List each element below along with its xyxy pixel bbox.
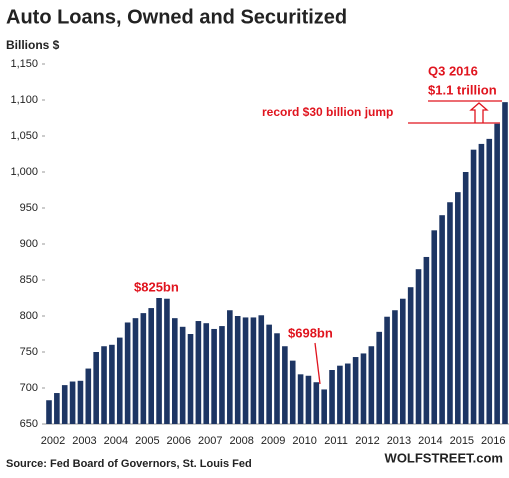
bar bbox=[46, 400, 52, 424]
bar bbox=[399, 298, 406, 424]
y-tick-label: 900 bbox=[20, 238, 38, 250]
annotation: $698bn bbox=[288, 325, 333, 340]
bar bbox=[415, 269, 422, 424]
bar bbox=[423, 256, 430, 424]
bar bbox=[486, 138, 493, 424]
annotation-arrow bbox=[469, 102, 489, 123]
bar bbox=[321, 389, 327, 424]
bar bbox=[195, 321, 202, 424]
x-tick-label: 2004 bbox=[104, 435, 128, 447]
bar bbox=[384, 316, 390, 424]
annotation-line bbox=[314, 342, 321, 385]
bar bbox=[211, 328, 217, 424]
bar bbox=[234, 316, 241, 424]
x-tick-label: 2006 bbox=[167, 435, 191, 447]
x-tick-label: 2003 bbox=[72, 435, 96, 447]
x-tick-label: 2013 bbox=[387, 435, 411, 447]
annotation: $1.1 trillion bbox=[428, 82, 497, 97]
bar bbox=[352, 357, 359, 424]
annotation: $825bn bbox=[134, 279, 179, 294]
bar bbox=[274, 333, 280, 424]
x-tick-label: 2008 bbox=[229, 435, 253, 447]
bar bbox=[69, 381, 76, 424]
credit: WOLFSTREET.com bbox=[385, 450, 503, 465]
bar bbox=[77, 380, 84, 424]
bar bbox=[462, 172, 469, 424]
x-tick-label: 2002 bbox=[41, 435, 65, 447]
bar bbox=[360, 353, 367, 424]
bar bbox=[344, 363, 351, 424]
bar bbox=[124, 322, 131, 424]
bar bbox=[407, 287, 414, 424]
bar bbox=[266, 324, 272, 424]
bar bbox=[392, 310, 398, 424]
source: Source: Fed Board of Governors, St. Loui… bbox=[6, 458, 252, 470]
bar bbox=[494, 123, 500, 424]
y-tick-label: 1,000 bbox=[10, 166, 38, 178]
x-tick-label: 2005 bbox=[135, 435, 159, 447]
bar bbox=[148, 308, 155, 424]
bar bbox=[258, 315, 265, 424]
bar bbox=[132, 318, 139, 424]
bar bbox=[54, 393, 60, 424]
bar bbox=[61, 385, 68, 424]
bar bbox=[116, 337, 123, 424]
x-tick-label: 2010 bbox=[292, 435, 316, 447]
y-tick-label: 950 bbox=[20, 202, 38, 214]
x-tick-label: 2011 bbox=[324, 435, 348, 447]
bar bbox=[179, 326, 186, 424]
bar bbox=[85, 368, 92, 424]
bar bbox=[431, 230, 438, 424]
bar bbox=[502, 102, 508, 424]
bar bbox=[171, 318, 178, 424]
bar bbox=[329, 370, 335, 424]
bar bbox=[282, 346, 288, 424]
y-tick-label: 800 bbox=[20, 310, 38, 322]
bar bbox=[242, 317, 249, 424]
x-tick-label: 2015 bbox=[450, 435, 474, 447]
y-tick-label: 1,050 bbox=[10, 130, 38, 142]
bar bbox=[470, 149, 477, 424]
y-tick-label: 1,150 bbox=[10, 58, 38, 70]
bar bbox=[297, 374, 304, 424]
annotation: Q3 2016 bbox=[428, 63, 478, 78]
x-tick-label: 2014 bbox=[418, 435, 442, 447]
bar bbox=[376, 331, 383, 424]
x-tick-label: 2007 bbox=[198, 435, 222, 447]
y-tick-label: 850 bbox=[20, 274, 38, 286]
bar bbox=[337, 365, 343, 424]
bar bbox=[455, 192, 461, 424]
bar bbox=[439, 215, 445, 424]
bar bbox=[93, 352, 99, 424]
y-tick-label: 650 bbox=[20, 418, 38, 430]
y-tick-label: 750 bbox=[20, 346, 38, 358]
annotation: record $30 billion jump bbox=[262, 105, 393, 119]
x-tick-label: 2009 bbox=[261, 435, 285, 447]
bar bbox=[368, 346, 375, 424]
bar bbox=[313, 382, 320, 424]
y-tick-label: 700 bbox=[20, 382, 38, 394]
bar bbox=[203, 323, 210, 424]
bar bbox=[156, 298, 162, 424]
bar bbox=[227, 310, 233, 424]
bar bbox=[109, 344, 115, 424]
y-axis-label: Billions $ bbox=[6, 38, 60, 52]
bar bbox=[164, 298, 170, 424]
bar bbox=[250, 317, 257, 424]
bar bbox=[187, 334, 194, 424]
x-tick-label: 2016 bbox=[481, 435, 505, 447]
bar bbox=[219, 326, 225, 424]
bar bbox=[140, 313, 147, 424]
bar bbox=[289, 360, 296, 424]
bar bbox=[305, 375, 312, 424]
chart-title: Auto Loans, Owned and Securitized bbox=[6, 6, 347, 28]
bar bbox=[478, 143, 485, 425]
bar bbox=[101, 346, 107, 424]
x-tick-label: 2012 bbox=[355, 435, 379, 447]
y-tick-label: 1,100 bbox=[10, 94, 38, 106]
bar bbox=[447, 202, 453, 424]
